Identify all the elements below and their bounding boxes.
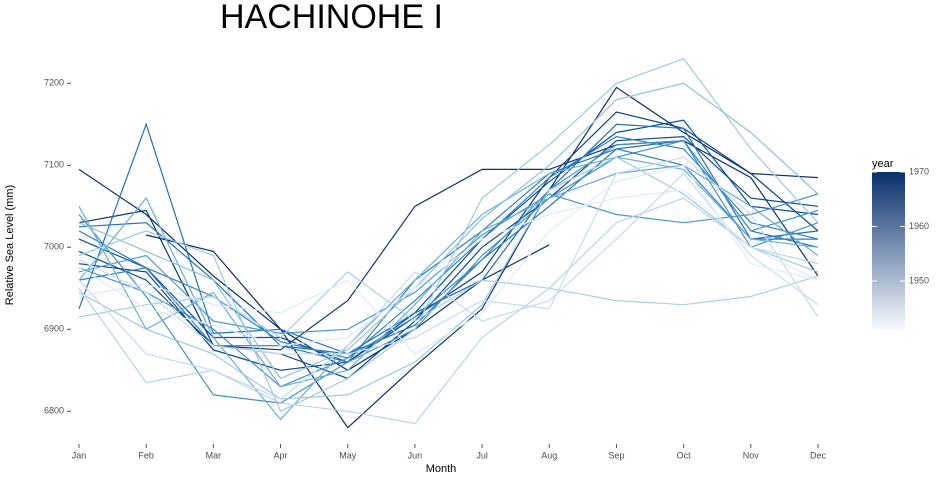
y-tick-label: 7100 xyxy=(44,160,64,170)
line xyxy=(78,148,818,363)
line xyxy=(78,172,819,400)
line xyxy=(78,197,819,425)
y-tick-label: 7200 xyxy=(44,78,64,88)
y-tick-label: 7000 xyxy=(44,242,64,252)
colorbar xyxy=(872,172,905,330)
x-tick-label: Jan xyxy=(72,450,87,460)
x-tick-label: Apr xyxy=(274,450,288,460)
x-tick-label: Jul xyxy=(476,450,488,460)
colorbar-label: 1960 xyxy=(909,221,929,231)
x-tick-label: Feb xyxy=(138,450,154,460)
x-tick-label: Nov xyxy=(743,450,760,460)
x-tick-label: May xyxy=(339,450,357,460)
y-tick-label: 6900 xyxy=(44,324,64,334)
line xyxy=(78,156,819,355)
colorbar-label: 1970 xyxy=(909,166,929,176)
line xyxy=(78,57,819,413)
line xyxy=(78,119,819,363)
y-tick-label: 6800 xyxy=(44,406,64,416)
legend-title: year xyxy=(872,158,894,170)
x-tick-label: Mar xyxy=(206,450,222,460)
line xyxy=(78,140,819,388)
x-axis-title: Month xyxy=(426,463,457,475)
line xyxy=(78,164,819,355)
x-tick-label: Aug xyxy=(541,450,557,460)
line xyxy=(78,82,819,380)
line xyxy=(78,135,819,359)
x-tick-label: Dec xyxy=(810,450,827,460)
line xyxy=(78,86,819,429)
chart-title: HACHINOHE I xyxy=(220,0,443,36)
x-tick-label: Oct xyxy=(677,450,692,460)
line xyxy=(78,189,819,347)
line xyxy=(78,140,819,404)
y-axis-title: Relative Sea Level (mm) xyxy=(4,185,16,305)
line xyxy=(78,164,819,388)
colorbar-label: 1950 xyxy=(909,275,929,285)
x-tick-label: Sep xyxy=(608,450,624,460)
line xyxy=(78,271,819,339)
x-tick-label: Jun xyxy=(408,450,423,460)
